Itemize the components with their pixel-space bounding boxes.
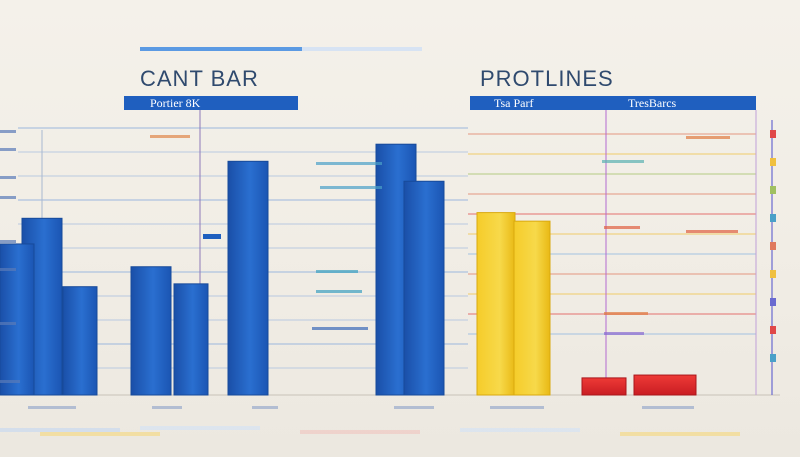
right-banner-label-1: Tsa Parf bbox=[494, 96, 534, 110]
micro-label-mark bbox=[0, 176, 16, 179]
right-bar-red bbox=[581, 377, 627, 396]
micro-label-mark bbox=[312, 327, 368, 330]
micro-label-mark bbox=[0, 268, 16, 271]
right-chart-title: PROTLINES bbox=[480, 66, 614, 91]
category-label-mark bbox=[642, 406, 694, 409]
right-axis-tick bbox=[770, 214, 776, 222]
micro-label-mark bbox=[604, 226, 640, 229]
micro-label-mark bbox=[686, 136, 730, 139]
left-banner-label: Portier 8K bbox=[150, 96, 201, 110]
category-label-mark bbox=[252, 406, 278, 409]
micro-label-mark bbox=[0, 196, 16, 199]
right-axis-tick bbox=[770, 354, 776, 362]
right-axis-tick bbox=[770, 130, 776, 138]
right-banner-label-2: TresBarcs bbox=[628, 96, 677, 110]
micro-label-mark bbox=[686, 230, 738, 233]
left-chart-title: CANT BAR bbox=[140, 66, 259, 91]
bottom-decor-strip bbox=[140, 426, 260, 430]
top-accent-bar-fade bbox=[302, 47, 422, 51]
micro-label-mark bbox=[316, 162, 382, 165]
left-chart-banner: Portier 8K bbox=[124, 96, 298, 110]
bottom-decor-strip bbox=[460, 428, 580, 432]
left-bar-series2 bbox=[0, 243, 35, 396]
micro-label-mark bbox=[316, 290, 362, 293]
right-axis-tick bbox=[770, 186, 776, 194]
micro-label-mark bbox=[150, 135, 190, 138]
right-bar-red bbox=[633, 374, 697, 396]
micro-label-mark bbox=[316, 270, 358, 273]
micro-label-mark bbox=[0, 148, 16, 151]
right-bar-yellow bbox=[513, 220, 551, 396]
bottom-decor-strip bbox=[0, 428, 120, 432]
micro-label-mark bbox=[0, 130, 16, 133]
left-bar-series1 bbox=[403, 180, 445, 396]
right-axis-tick bbox=[770, 326, 776, 334]
right-axis-tick bbox=[770, 158, 776, 166]
right-bar-yellow bbox=[476, 212, 516, 396]
category-label-mark bbox=[28, 406, 76, 409]
left-bar-series1 bbox=[130, 266, 172, 396]
micro-label-mark bbox=[602, 160, 644, 163]
micro-label-mark bbox=[320, 186, 382, 189]
micro-label-mark bbox=[0, 322, 16, 325]
micro-label-mark bbox=[604, 312, 648, 315]
category-label-mark bbox=[394, 406, 434, 409]
bottom-decor-strip bbox=[40, 432, 160, 436]
left-bar-series2 bbox=[62, 286, 98, 396]
category-label-mark bbox=[490, 406, 544, 409]
left-blue-marker bbox=[203, 234, 221, 239]
category-label-mark bbox=[152, 406, 182, 409]
right-axis-tick bbox=[770, 298, 776, 306]
micro-label-mark bbox=[604, 332, 644, 335]
micro-label-mark bbox=[0, 380, 20, 383]
bottom-decor-strip bbox=[620, 432, 740, 436]
bottom-decor-strip bbox=[300, 430, 420, 434]
right-axis-tick bbox=[770, 242, 776, 250]
right-axis-tick bbox=[770, 270, 776, 278]
left-bar-series2 bbox=[173, 283, 209, 396]
micro-label-mark bbox=[0, 240, 16, 243]
top-accent-bar bbox=[140, 47, 302, 51]
right-chart-banner: Tsa Parf TresBarcs bbox=[470, 96, 756, 110]
left-bar-series1 bbox=[227, 160, 269, 396]
